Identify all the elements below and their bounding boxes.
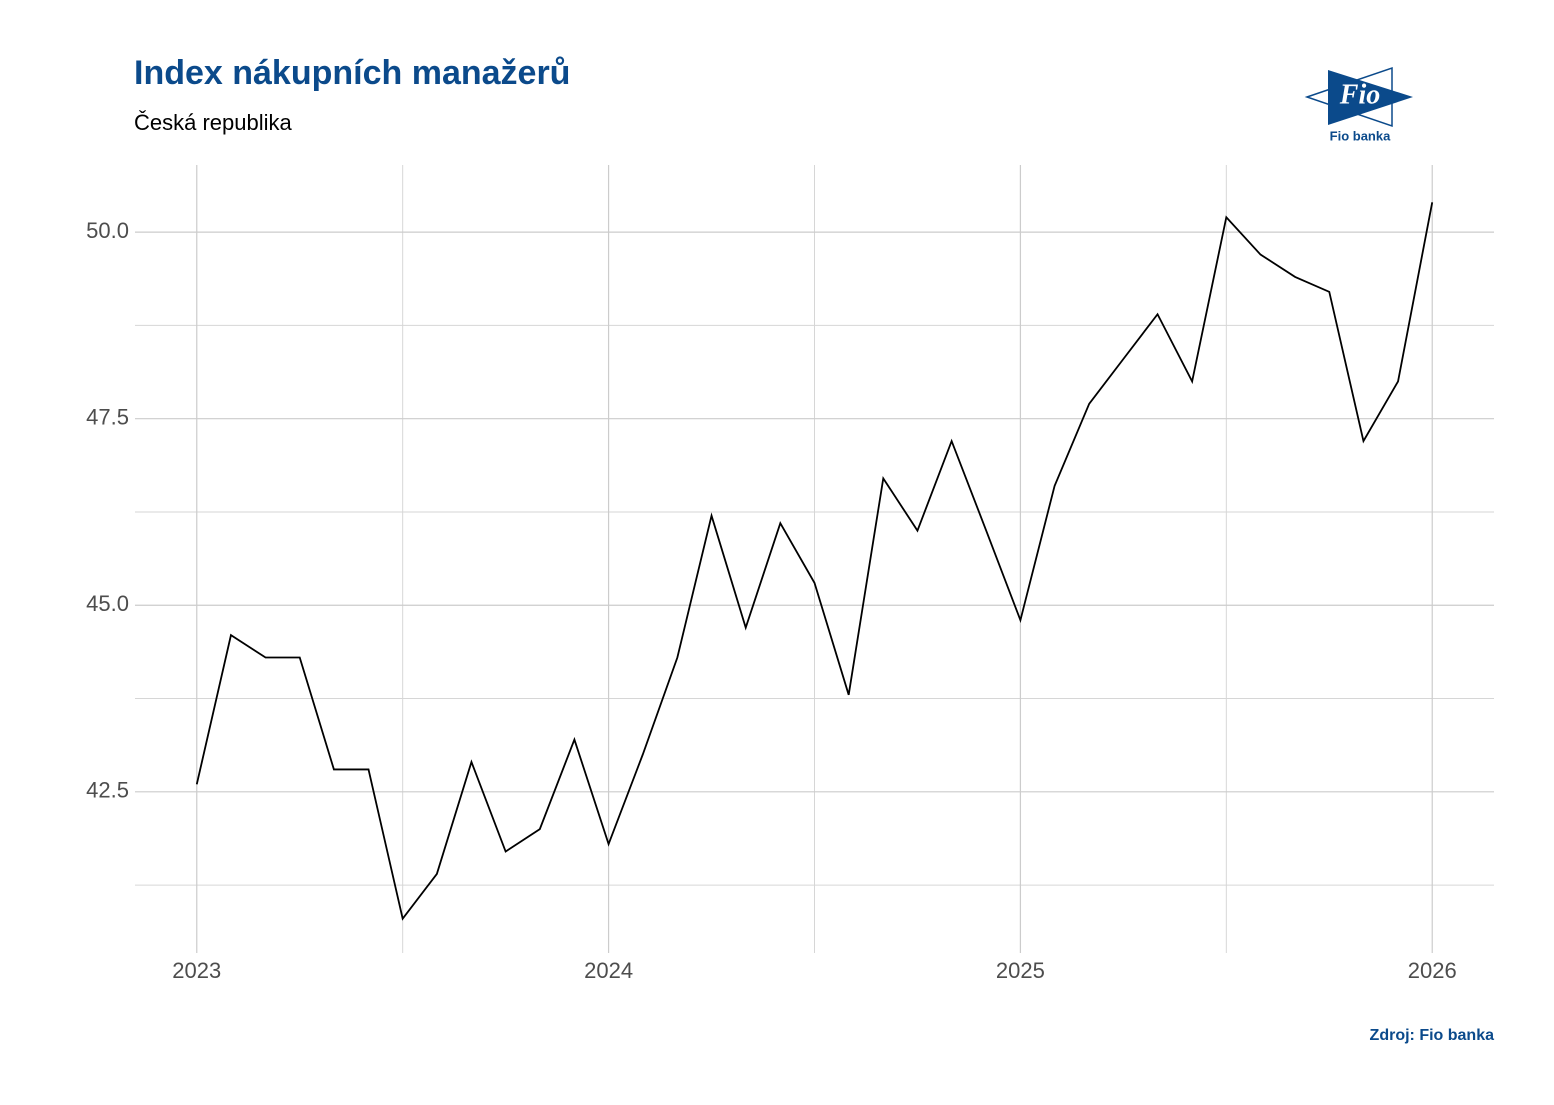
x-tick-label: 2025: [996, 958, 1045, 983]
y-tick-label: 45.0: [86, 591, 129, 616]
x-tick-label: 2026: [1408, 958, 1457, 983]
logo-text: Fio banka: [1330, 128, 1391, 143]
logo-shape: [1328, 70, 1413, 125]
y-tick-label: 47.5: [86, 405, 129, 430]
chart-subtitle: Česká republika: [134, 110, 293, 135]
source: Zdroj: Fio banka: [1370, 1027, 1495, 1044]
logo-mark: Fio: [1339, 79, 1380, 110]
y-tick-label: 42.5: [86, 778, 129, 803]
chart-title: Index nákupních manažerů: [134, 54, 570, 92]
logo: Fio Fio banka: [1304, 66, 1413, 143]
line: [195, 202, 1434, 921]
y-tick-label: 50.0: [86, 218, 129, 243]
x-tick-label: 2024: [584, 958, 633, 983]
x-tick-label: 2023: [172, 958, 221, 983]
